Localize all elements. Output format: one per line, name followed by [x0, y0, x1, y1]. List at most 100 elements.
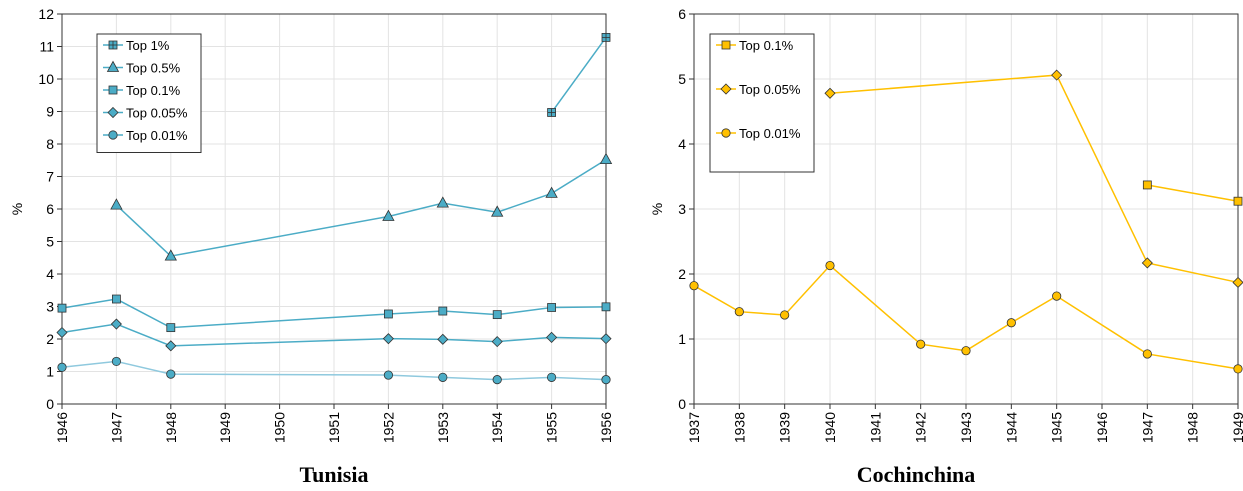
- y-tick-label: 2: [678, 266, 686, 282]
- data-point: [1232, 276, 1243, 289]
- legend-label: Top 0.1%: [739, 38, 794, 53]
- y-axis-label: %: [9, 203, 25, 215]
- y-axis-label: %: [649, 203, 665, 215]
- data-point: [491, 205, 504, 217]
- legend: Top 0.1% Top 0.05% Top 0.01%: [709, 33, 815, 173]
- y-tick-label: 3: [678, 201, 686, 217]
- legend-marker: [108, 130, 118, 140]
- data-point: [601, 375, 611, 385]
- legend-label: Top 0.01%: [126, 128, 188, 143]
- series-top-0-05-: [56, 318, 612, 352]
- data-point: [57, 303, 67, 313]
- x-tick-label: 1955: [544, 412, 560, 443]
- x-tick-label: 1947: [108, 412, 124, 443]
- data-point: [545, 186, 558, 198]
- legend: Top 1% Top 0.5% Top 0.1% Top 0.05% Top 0.01%: [96, 33, 202, 153]
- y-tick-label: 2: [46, 331, 54, 347]
- data-point: [546, 372, 557, 382]
- y-tick-label: 5: [46, 234, 54, 250]
- y-tick-label: 0: [678, 396, 686, 412]
- data-point: [166, 323, 176, 333]
- data-point: [111, 356, 122, 367]
- y-tick-label: 8: [46, 136, 54, 152]
- series-line: [61, 360, 607, 381]
- legend-marker: [720, 83, 732, 95]
- x-tick-label: 1949: [217, 412, 233, 443]
- data-point: [491, 336, 503, 348]
- x-tick-label: 1946: [54, 412, 70, 443]
- data-point: [1142, 180, 1152, 190]
- data-point: [961, 346, 971, 356]
- x-tick-label: 1948: [163, 412, 179, 443]
- data-point: [382, 209, 395, 221]
- x-tick-label: 1949: [1230, 412, 1243, 443]
- series-line: [1147, 184, 1239, 202]
- data-point: [1052, 291, 1062, 301]
- data-point: [547, 303, 556, 312]
- legend-label: Top 0.01%: [739, 126, 801, 141]
- data-point: [110, 198, 123, 210]
- data-point: [824, 87, 836, 99]
- data-point: [546, 331, 558, 343]
- x-tick-label: 1943: [958, 412, 974, 443]
- x-tick-label: 1939: [777, 412, 793, 443]
- legend-marker: [106, 60, 120, 72]
- data-point: [112, 294, 121, 304]
- legend-label: Top 0.5%: [126, 61, 181, 76]
- chart-title: Cochinchina: [857, 462, 976, 487]
- y-tick-label: 3: [46, 299, 54, 315]
- data-point: [734, 307, 744, 317]
- x-tick-label: 1938: [731, 412, 747, 443]
- x-tick-label: 1948: [1185, 412, 1201, 443]
- y-tick-label: 1: [678, 331, 686, 347]
- legend-label: Top 1%: [126, 38, 170, 53]
- series-top-0-5-: [110, 152, 613, 261]
- data-point: [382, 333, 394, 345]
- x-tick-label: 1956: [598, 412, 614, 443]
- data-point: [110, 318, 122, 330]
- x-tick-label: 1944: [1003, 412, 1019, 443]
- legend-label: Top 0.05%: [126, 106, 188, 121]
- data-point: [780, 310, 790, 320]
- data-point: [492, 375, 502, 385]
- x-tick-label: 1946: [1094, 412, 1110, 443]
- data-point: [438, 372, 448, 382]
- data-point: [1051, 69, 1063, 81]
- data-point: [383, 309, 393, 319]
- series-top-0-01-: [57, 356, 611, 385]
- x-tick-label: 1937: [686, 412, 702, 443]
- legend-label: Top 0.05%: [739, 82, 801, 97]
- y-tick-label: 7: [46, 169, 54, 185]
- x-tick-label: 1954: [489, 412, 505, 443]
- y-tick-label: 6: [46, 201, 54, 217]
- data-point: [492, 310, 502, 320]
- series-top-0-05-: [824, 69, 1243, 289]
- series-top-0-01-: [689, 260, 1243, 374]
- x-tick-label: 1947: [1139, 412, 1155, 443]
- y-tick-label: 9: [46, 104, 54, 120]
- x-tick-label: 1951: [326, 412, 342, 443]
- y-tick-label: 0: [46, 396, 54, 412]
- data-point: [600, 333, 612, 345]
- series-top-0-1-: [57, 294, 611, 333]
- series-line: [61, 298, 607, 329]
- x-tick-label: 1952: [380, 412, 396, 443]
- series-top-1-: [547, 33, 611, 117]
- x-tick-label: 1942: [913, 412, 929, 443]
- x-tick-label: 1940: [822, 412, 838, 443]
- series-line: [829, 74, 1239, 284]
- legend-marker: [107, 106, 119, 119]
- x-tick-label: 1953: [435, 412, 451, 443]
- series-line: [550, 36, 607, 113]
- data-point: [436, 196, 449, 208]
- legend-box: [709, 33, 815, 173]
- legend-marker: [721, 40, 731, 50]
- x-tick-label: 1941: [867, 412, 883, 443]
- data-point: [165, 340, 177, 352]
- data-point: [57, 362, 67, 372]
- y-tick-label: 6: [678, 6, 686, 22]
- x-tick-label: 1945: [1049, 412, 1065, 443]
- series-line: [61, 323, 607, 347]
